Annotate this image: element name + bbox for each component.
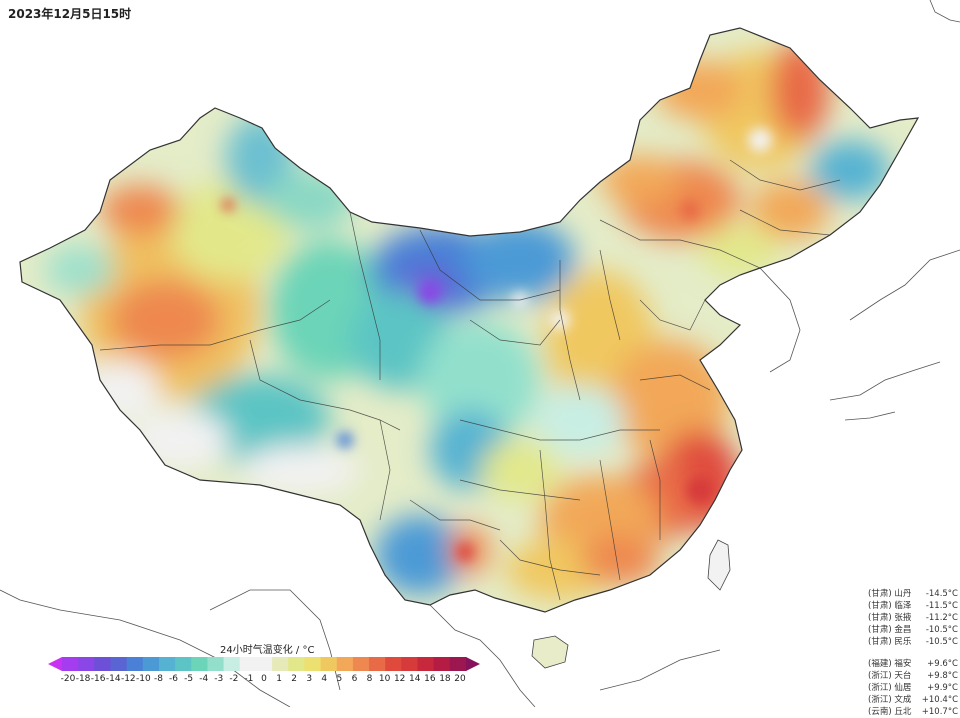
- color-bar-tick-label: -16: [90, 674, 106, 684]
- station-row: (浙江) 仙居 +9.9°C: [868, 682, 958, 694]
- color-bar-tick-label: 16: [424, 674, 436, 684]
- color-bar-tick-label: 8: [366, 674, 373, 684]
- station-name: (甘肃) 张掖: [868, 613, 912, 623]
- color-bar-segment: [94, 657, 111, 671]
- color-bar-segment: [158, 657, 176, 671]
- color-bar-tick-label: 0: [261, 674, 267, 684]
- color-bar-segment: [175, 657, 192, 671]
- color-bar-tick-label: 3: [306, 674, 313, 684]
- color-bar-min-arrow: [48, 657, 62, 671]
- largest-drop-stations: (甘肃) 山丹 -14.5°C (甘肃) 临泽 -11.5°C (甘肃) 张掖 -11.2…: [868, 588, 958, 648]
- color-bar-segment: [401, 657, 419, 671]
- hainan-island: [531, 635, 569, 669]
- color-bar-segment: [62, 657, 79, 671]
- color-bar-segment: [191, 657, 208, 671]
- color-bar-tick-label: 20: [454, 674, 466, 684]
- station-list: (甘肃) 山丹 -14.5°C (甘肃) 临泽 -11.5°C (甘肃) 张掖 -11.2…: [868, 588, 958, 718]
- color-bar-segment: [417, 657, 435, 671]
- station-value: +9.6°C: [927, 659, 958, 669]
- station-row: (甘肃) 金昌 -10.5°C: [868, 624, 958, 636]
- station-value: -10.5°C: [925, 625, 958, 635]
- color-bar-segment: [110, 657, 128, 671]
- station-value: -11.5°C: [925, 601, 958, 611]
- station-name: (浙江) 文成: [868, 695, 912, 705]
- station-row: (甘肃) 民乐 -10.5°C: [868, 636, 958, 648]
- station-row: (甘肃) 张掖 -11.2°C: [868, 612, 958, 624]
- station-name: (云南) 丘北: [868, 707, 912, 717]
- color-bar-segment: [320, 657, 338, 671]
- station-value: +10.4°C: [921, 695, 958, 705]
- color-bar-segment: [207, 657, 225, 671]
- station-row: (云南) 丘北 +10.7°C: [868, 706, 958, 718]
- color-bar-segment: [255, 657, 273, 671]
- color-bar-segment: [223, 657, 241, 671]
- color-bar-tick-label: 2: [291, 674, 298, 684]
- station-name: (浙江) 仙居: [868, 683, 912, 693]
- color-bar-tick-label: -20: [60, 674, 76, 684]
- legend-title: 24小时气温变化 / °C: [220, 645, 315, 656]
- station-row: (甘肃) 临泽 -11.5°C: [868, 600, 958, 612]
- color-bar-segment: [385, 657, 402, 671]
- station-name: (浙江) 天台: [868, 671, 912, 681]
- color-bar-ticks: -20 -18 -16 -14 -12 -10 -8 -6 -5 -4 -3 -2 -1 0 1 2 3 4 5 6 8…: [48, 674, 480, 688]
- station-row: (甘肃) 山丹 -14.5°C: [868, 588, 958, 600]
- color-bar-segment: [369, 657, 386, 671]
- color-bar-tick-label: -18: [75, 674, 91, 684]
- color-bar-tick-label: 14: [409, 674, 421, 684]
- station-name: (福建) 福安: [868, 659, 912, 669]
- map-title: 2023年12月5日15时: [8, 7, 132, 21]
- color-bar-segment: [449, 657, 467, 671]
- color-bar-tick-label: 6: [351, 674, 358, 684]
- station-name: (甘肃) 临泽: [868, 601, 912, 611]
- color-bar-tick-label: -6: [169, 674, 179, 684]
- station-row: (浙江) 天台 +9.8°C: [868, 670, 958, 682]
- color-bar-tick-label: -4: [199, 674, 209, 684]
- color-bar-tick-label: 5: [336, 674, 343, 684]
- color-bar-tick-label: 10: [378, 674, 391, 684]
- color-bar-tick-label: 18: [439, 674, 451, 684]
- color-bar-tick-label: -10: [136, 674, 151, 684]
- color-bar-tick-label: -1: [244, 674, 254, 684]
- station-value: -14.5°C: [925, 589, 958, 599]
- color-bar-segment: [304, 657, 322, 671]
- color-bar-max-arrow: [466, 657, 480, 671]
- station-value: -11.2°C: [925, 613, 958, 623]
- color-bar-tick-label: -14: [105, 674, 121, 684]
- station-name: (甘肃) 金昌: [868, 625, 912, 635]
- color-bar-tick-label: -3: [214, 674, 224, 684]
- color-bar-segment: [433, 657, 451, 671]
- station-row: (浙江) 文成 +10.4°C: [868, 694, 958, 706]
- color-bar-tick-label: 1: [276, 674, 282, 684]
- color-bar-segment: [142, 657, 160, 671]
- color-bar-segment: [288, 657, 305, 671]
- color-bar-tick-label: -8: [153, 674, 163, 684]
- color-bar-segment: [352, 657, 370, 671]
- station-name: (甘肃) 山丹: [868, 589, 912, 599]
- largest-rise-stations: (福建) 福安 +9.6°C (浙江) 天台 +9.8°C (浙江) 仙居 +9.9°C(…: [868, 658, 958, 718]
- color-bar-segment: [126, 657, 144, 671]
- taiwan-island: [707, 539, 731, 591]
- color-bar-segment: [239, 657, 257, 671]
- station-name: (甘肃) 民乐: [868, 637, 912, 647]
- station-row: (福建) 福安 +9.6°C: [868, 658, 958, 670]
- color-bar-segment: [336, 657, 354, 671]
- station-value: +9.9°C: [927, 683, 958, 693]
- color-bar-tick-label: 12: [393, 674, 406, 684]
- color-bar-tick-label: -2: [229, 674, 239, 684]
- color-bar-segment: [272, 657, 289, 671]
- color-bar-tick-label: 4: [321, 674, 328, 684]
- province-borders: [99, 159, 841, 601]
- color-bar-tick-label: -5: [184, 674, 194, 684]
- station-value: +9.8°C: [927, 671, 958, 681]
- color-bar-tick-label: -12: [120, 674, 136, 684]
- color-bar: [48, 657, 480, 671]
- station-value: -10.5°C: [925, 637, 958, 647]
- color-bar-segment: [78, 657, 95, 671]
- station-value: +10.7°C: [921, 707, 958, 717]
